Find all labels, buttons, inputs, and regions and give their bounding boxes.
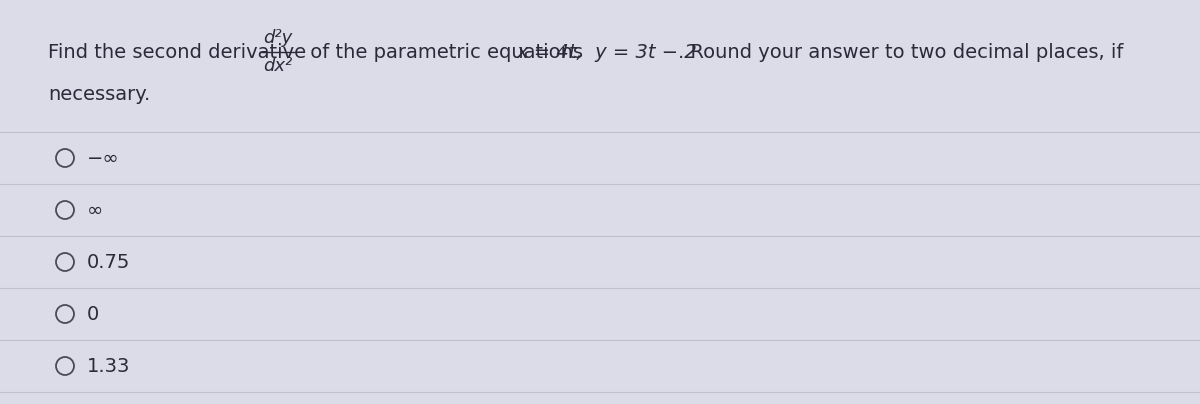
Text: −∞: −∞ xyxy=(88,149,120,168)
Text: x = 4t,  y = 3t − 2: x = 4t, y = 3t − 2 xyxy=(516,42,697,61)
Text: dx²: dx² xyxy=(263,57,293,75)
Text: 1.33: 1.33 xyxy=(88,356,131,375)
Text: Find the second derivative: Find the second derivative xyxy=(48,42,312,61)
Text: necessary.: necessary. xyxy=(48,86,150,105)
Text: ∞: ∞ xyxy=(88,200,103,219)
Text: d²y: d²y xyxy=(263,29,293,47)
Text: 0: 0 xyxy=(88,305,100,324)
Text: of the parametric equations: of the parametric equations xyxy=(304,42,589,61)
Text: 0.75: 0.75 xyxy=(88,252,131,271)
Text: . Round your answer to two decimal places, if: . Round your answer to two decimal place… xyxy=(678,42,1123,61)
